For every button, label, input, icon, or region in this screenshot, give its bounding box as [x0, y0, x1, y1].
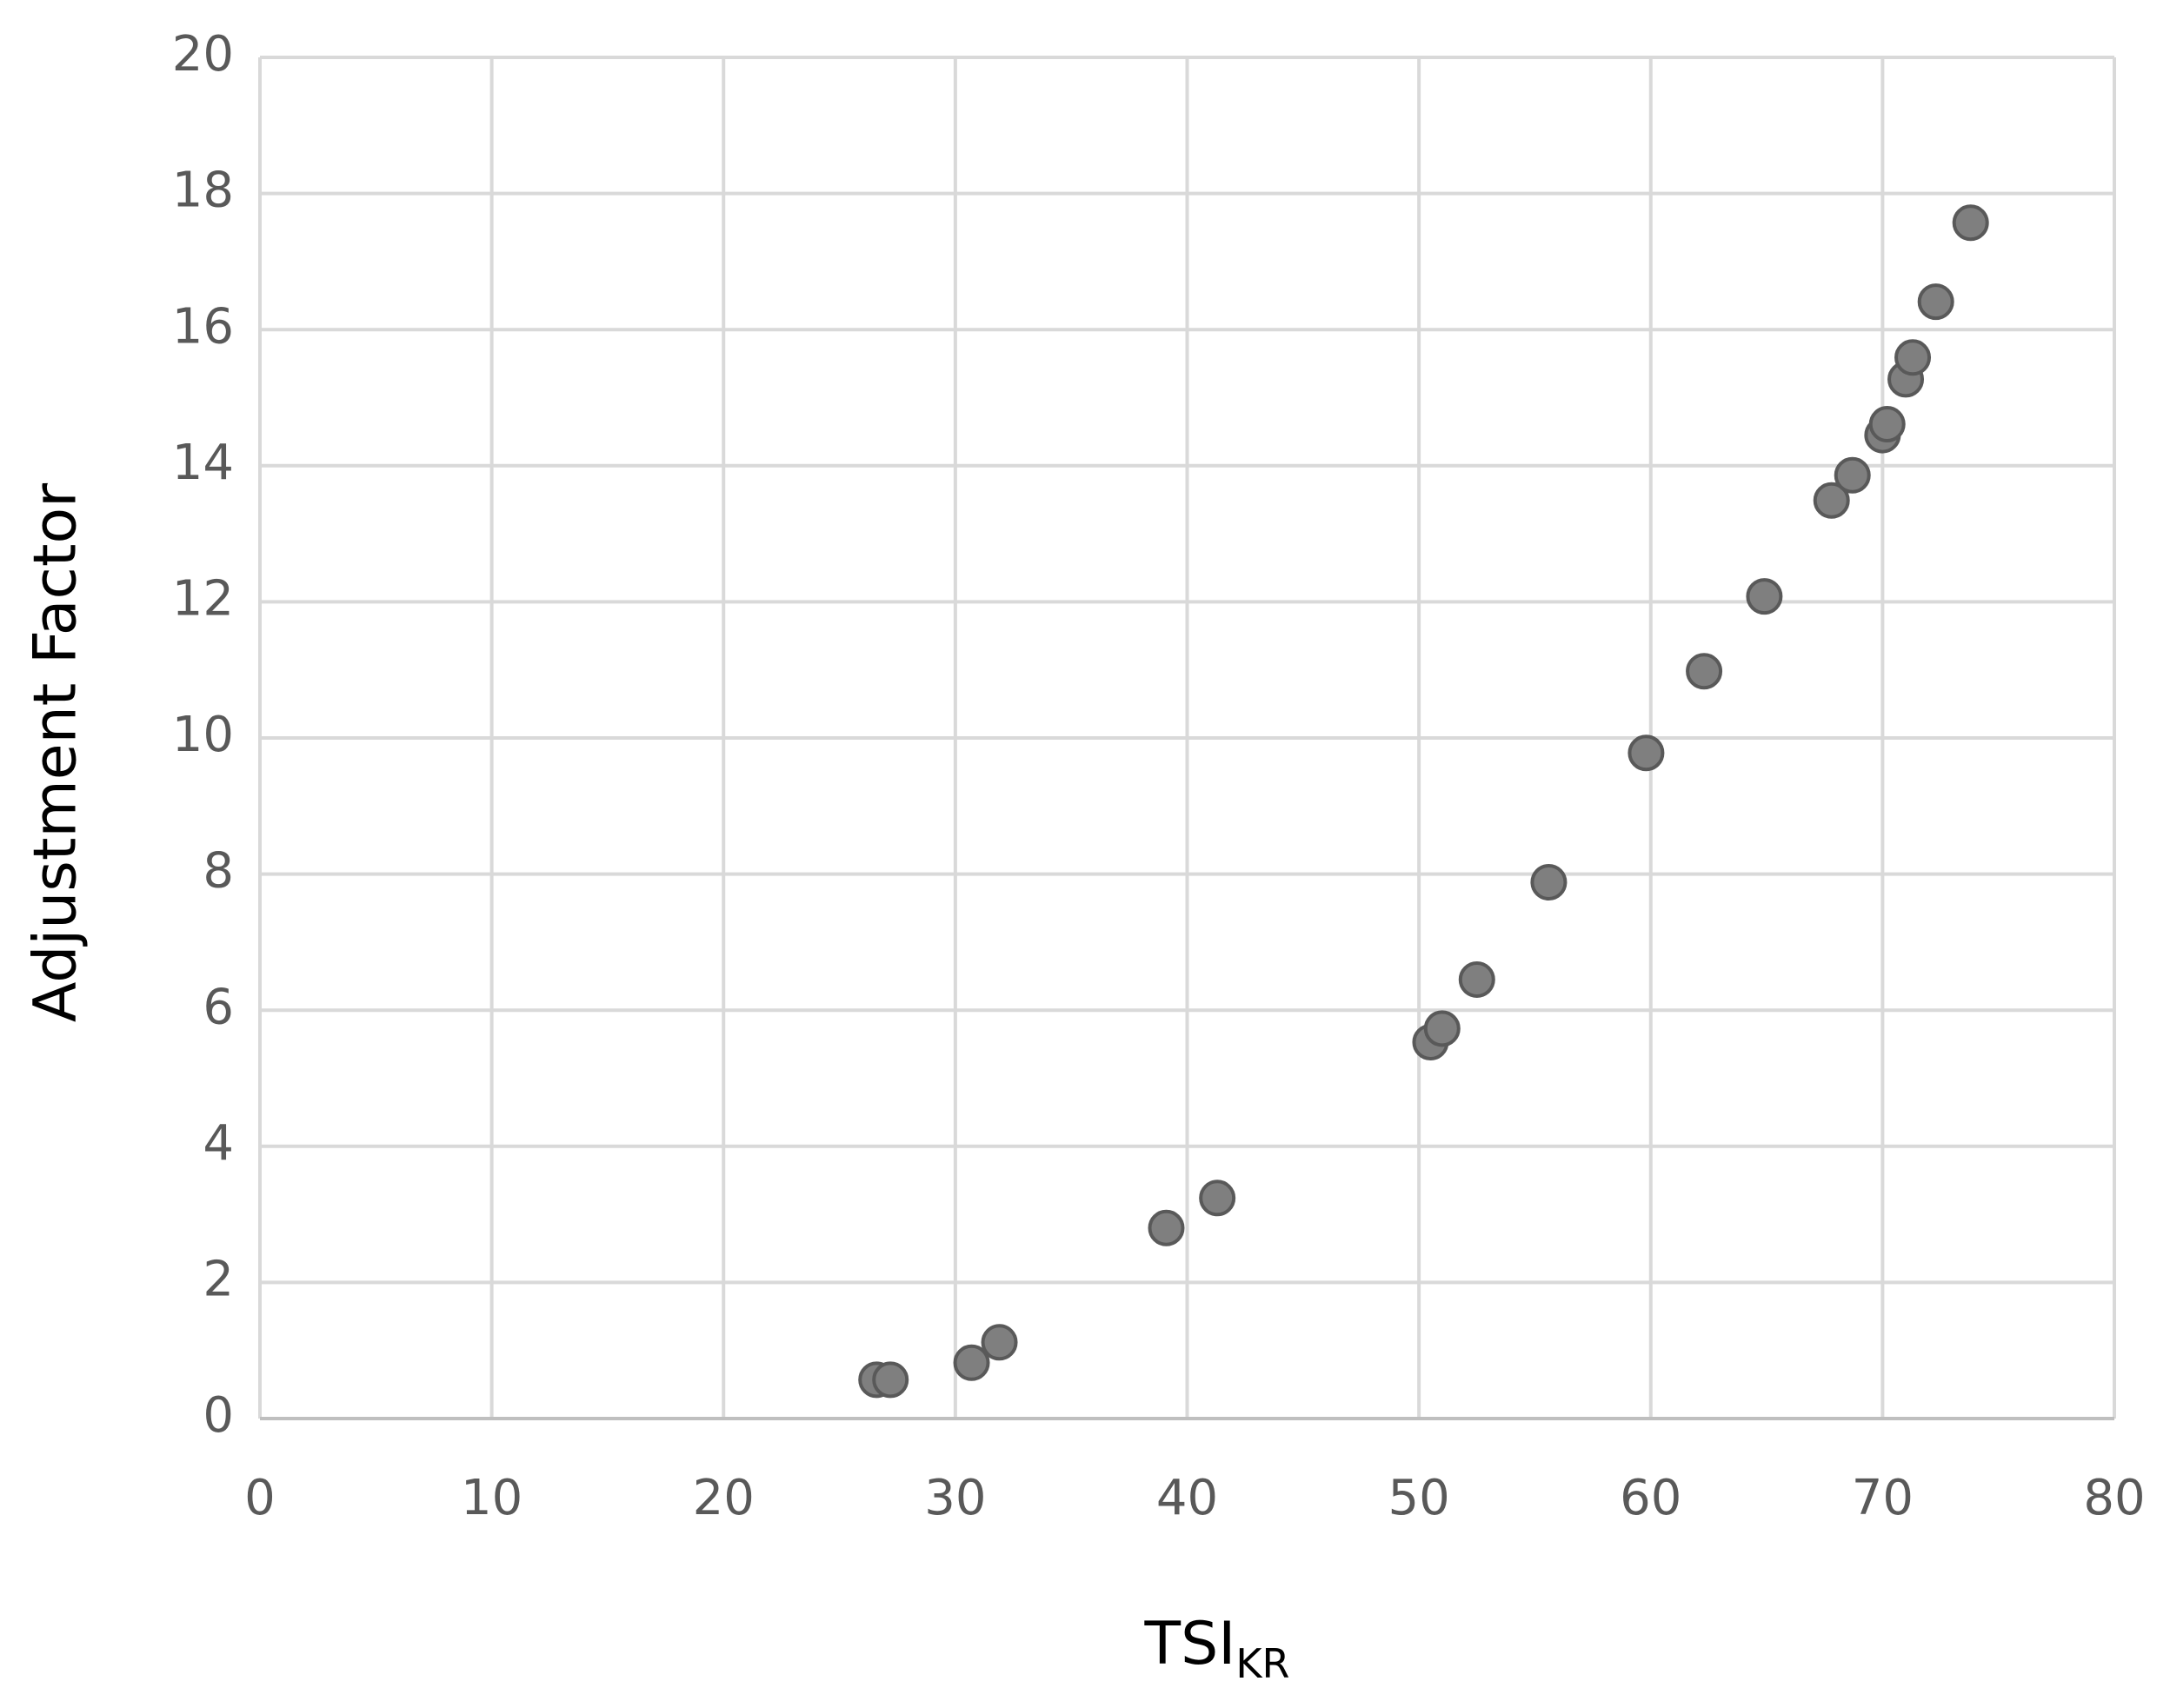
- point: [1917, 283, 1954, 321]
- y-tick-label: 16: [172, 298, 234, 355]
- point: [1813, 482, 1850, 519]
- y-tick-label: 12: [172, 571, 234, 628]
- x-tick-label: 70: [1852, 1470, 1914, 1526]
- point: [1894, 339, 1932, 376]
- x-axis-title-main: TSI: [1144, 1610, 1236, 1678]
- y-tick-label: 14: [172, 435, 234, 491]
- point: [1628, 734, 1665, 772]
- x-tick-label: 80: [2083, 1470, 2145, 1526]
- point: [1148, 1209, 1185, 1246]
- point: [1686, 653, 1723, 690]
- x-tick-label: 0: [244, 1470, 276, 1526]
- x-tick-label: 40: [1156, 1470, 1218, 1526]
- y-tick-label: 4: [203, 1115, 234, 1172]
- y-tick-label: 2: [203, 1252, 234, 1308]
- x-axis-title: TSIKR: [1144, 1610, 1290, 1687]
- point: [1423, 1010, 1461, 1047]
- point: [953, 1344, 990, 1381]
- point: [1530, 863, 1568, 901]
- y-tick-label: 20: [172, 26, 234, 83]
- point: [1458, 960, 1495, 998]
- point: [1199, 1180, 1236, 1217]
- y-axis-title: Adjustment Factor: [22, 483, 90, 1022]
- x-tick-label: 50: [1388, 1470, 1449, 1526]
- y-tick-label: 18: [172, 163, 234, 219]
- point: [1834, 456, 1871, 494]
- x-tick-label: 30: [924, 1470, 986, 1526]
- x-tick-label: 10: [461, 1470, 523, 1526]
- y-tick-label: 10: [172, 707, 234, 763]
- point: [1868, 406, 1906, 443]
- x-tick-label: 20: [693, 1470, 755, 1526]
- point: [872, 1361, 909, 1399]
- point: [1746, 578, 1783, 615]
- x-tick-label: 60: [1620, 1470, 1681, 1526]
- point: [1952, 204, 1989, 242]
- y-tick-label: 0: [203, 1387, 234, 1444]
- y-tick-label: 8: [203, 843, 234, 900]
- y-tick-label: 6: [203, 979, 234, 1035]
- x-axis-title-subscript: KR: [1235, 1640, 1289, 1687]
- point: [981, 1324, 1018, 1361]
